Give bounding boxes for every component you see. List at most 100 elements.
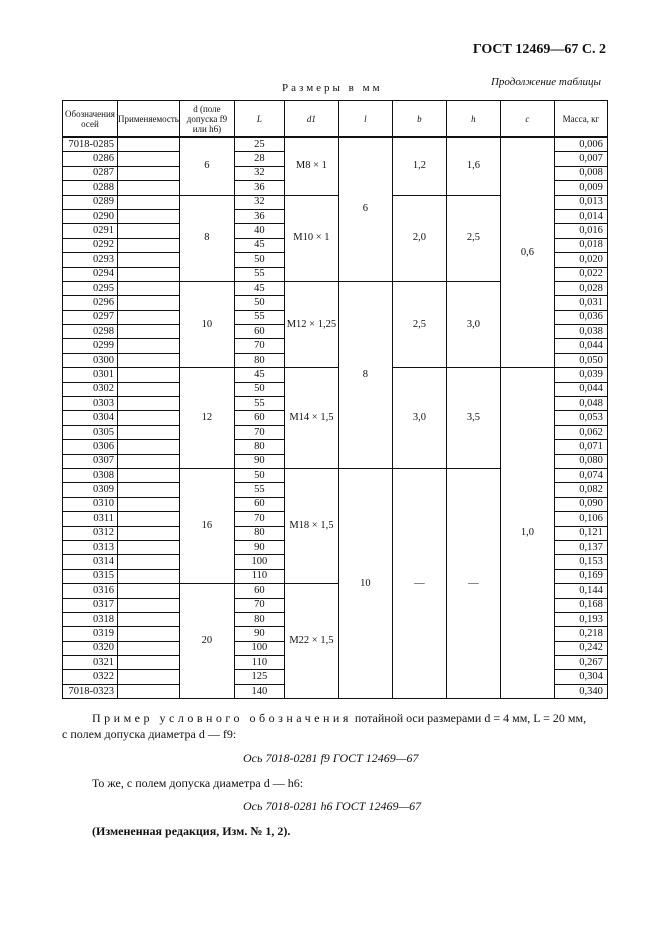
mass-cell: 0,218 — [553, 626, 608, 642]
mass-cell: 0,028 — [553, 280, 608, 297]
L-cell: 36 — [233, 180, 285, 196]
designation-h6: Ось 7018-0281 h6 ГОСТ 12469—67 — [243, 799, 422, 813]
code-cell: 0297 — [62, 309, 118, 326]
code-cell: 0305 — [62, 424, 118, 441]
table-row: 0292 45 0,018 — [62, 237, 608, 254]
applicability-cell — [117, 352, 180, 369]
d1-cell: M8 × 1 — [283, 136, 339, 196]
column-header: Применяемость — [117, 100, 180, 138]
mass-cell: 0,048 — [553, 396, 608, 412]
dimensions-table: Обозначения осей Применяемость d (поле доп… — [62, 100, 608, 700]
mass-cell: 0,121 — [553, 525, 608, 541]
code-cell: 0308 — [62, 467, 118, 484]
L-cell: 80 — [233, 439, 285, 455]
code-cell: 0315 — [62, 568, 118, 585]
code-cell: 0303 — [62, 396, 118, 412]
column-header: l — [337, 100, 393, 138]
mass-cell: 0,006 — [553, 136, 608, 153]
applicability-cell — [117, 496, 180, 513]
table-row: 0295 10 45 M12 × 1,25 8 2,5 3,0 0,028 — [62, 280, 608, 469]
mass-cell: 0,038 — [553, 324, 608, 340]
column-header: c — [499, 100, 555, 138]
applicability-cell — [117, 295, 180, 311]
code-cell: 0312 — [62, 525, 118, 541]
d-cell: 10 — [178, 280, 235, 369]
table-row: 0301 12 45 M14 × 1,5 3,0 3,5 1,0 0,039 — [62, 367, 608, 700]
d1-cell: M12 × 1,25 — [283, 280, 339, 369]
code-cell: 0306 — [62, 439, 118, 455]
L-cell: 70 — [233, 424, 285, 441]
mass-cell: 0,050 — [553, 352, 608, 369]
h-cell: 3,5 — [445, 367, 501, 469]
L-cell: 50 — [233, 381, 285, 398]
table-header-row: Обозначения осей Применяемость d (поле доп… — [62, 100, 608, 138]
mass-cell: 0,153 — [553, 554, 608, 570]
applicability-cell — [117, 525, 180, 541]
mass-cell: 0,036 — [553, 309, 608, 326]
table-row: 0300 80 0,050 — [62, 352, 608, 369]
L-cell: 90 — [233, 453, 285, 469]
mass-cell: 0,016 — [553, 223, 608, 239]
code-cell: 0288 — [62, 180, 118, 196]
table-row: 0315 110 0,169 — [62, 568, 608, 585]
mass-cell: 0,009 — [553, 180, 608, 196]
code-cell: 0309 — [62, 482, 118, 498]
code-cell: 0296 — [62, 295, 118, 311]
column-header: h — [445, 100, 501, 138]
code-cell: 0301 — [62, 367, 118, 383]
applicability-cell — [117, 324, 180, 340]
table-row: 0293 50 0,020 — [62, 252, 608, 268]
code-cell: 0295 — [62, 280, 118, 297]
h-cell: — — [445, 467, 501, 700]
example-line3: То же, с полем допуска диаметра d — h6: — [92, 776, 304, 790]
h-cell: 1,6 — [445, 136, 501, 196]
applicability-cell — [117, 482, 180, 498]
mass-cell: 0,044 — [553, 381, 608, 398]
table-row: 0311 70 0,106 — [62, 511, 608, 527]
mass-cell: 0,144 — [553, 583, 608, 599]
table-row: 0305 70 0,062 — [62, 424, 608, 441]
L-cell: 32 — [233, 194, 285, 210]
mass-cell: 0,031 — [553, 295, 608, 311]
L-cell: 50 — [233, 295, 285, 311]
d-cell: 12 — [178, 367, 235, 469]
code-cell: 0292 — [62, 237, 118, 254]
code-cell: 0299 — [62, 338, 118, 354]
L-cell: 28 — [233, 151, 285, 167]
column-header: L — [233, 100, 285, 138]
mass-cell: 0,340 — [553, 683, 608, 700]
applicability-cell — [117, 626, 180, 642]
applicability-cell — [117, 252, 180, 268]
code-cell: 0317 — [62, 597, 118, 613]
code-cell: 0298 — [62, 324, 118, 340]
h-cell: 2,5 — [445, 194, 501, 282]
mass-cell: 0,018 — [553, 237, 608, 254]
L-cell: 60 — [233, 583, 285, 599]
L-cell: 55 — [233, 396, 285, 412]
code-cell: 0304 — [62, 410, 118, 426]
code-cell: 0289 — [62, 194, 118, 210]
table-row: 7018-0323 140 0,340 — [62, 683, 608, 700]
applicability-cell — [117, 367, 180, 383]
code-cell: 0302 — [62, 381, 118, 398]
code-cell: 0313 — [62, 539, 118, 556]
table-row: 0314 100 0,153 — [62, 554, 608, 570]
table-row: 0318 80 0,193 — [62, 611, 608, 628]
mass-cell: 0,082 — [553, 482, 608, 498]
code-cell: 0322 — [62, 669, 118, 685]
column-header: d (поле допуска f9 или h6) — [178, 100, 235, 138]
table-row: 0291 40 0,016 — [62, 223, 608, 239]
d1-cell: M10 × 1 — [283, 194, 339, 282]
b-cell: 2,0 — [391, 194, 447, 282]
d-cell: 6 — [178, 136, 235, 196]
applicability-cell — [117, 194, 180, 210]
table-row: 0319 90 0,218 — [62, 626, 608, 642]
table-row: 0308 16 50 M18 × 1,5 10— — 0,074 — [62, 467, 608, 700]
table-row: 0316 20 60 M22 × 1,5 0,144 — [62, 583, 608, 700]
L-cell: 140 — [233, 683, 285, 700]
mass-cell: 0,039 — [553, 367, 608, 383]
applicability-cell — [117, 539, 180, 556]
L-cell: 50 — [233, 467, 285, 484]
applicability-cell — [117, 381, 180, 398]
applicability-cell — [117, 165, 180, 182]
